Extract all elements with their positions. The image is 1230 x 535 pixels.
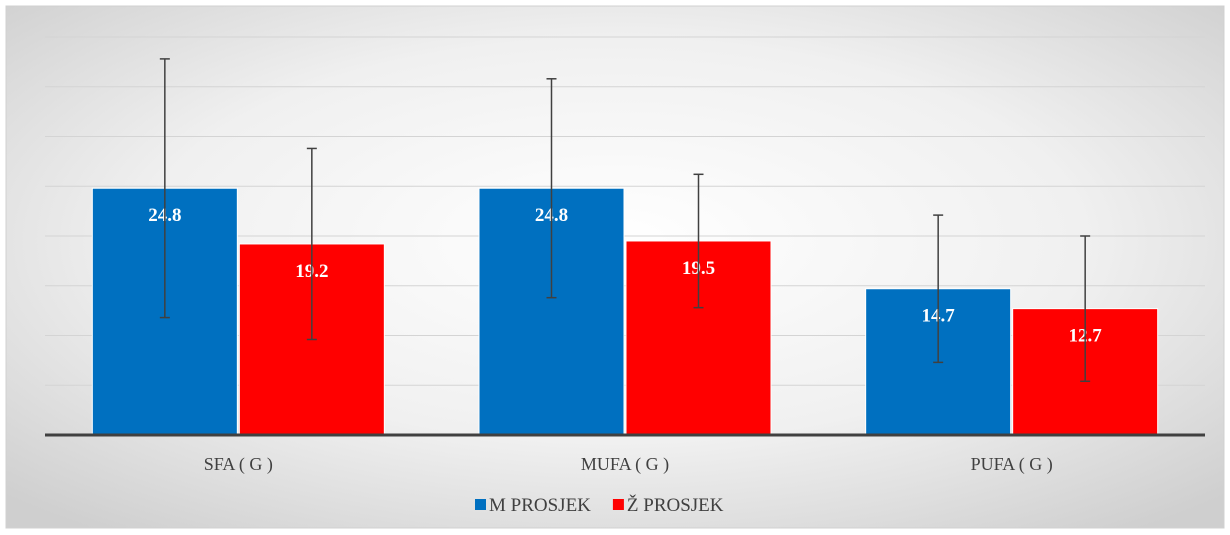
x-tick-label: MUFA ( G ) xyxy=(581,454,669,475)
x-tick-label: SFA ( G ) xyxy=(204,454,273,475)
error-bar xyxy=(933,214,944,364)
error-bar xyxy=(306,147,317,341)
x-tick-label: PUFA ( G ) xyxy=(971,454,1053,475)
legend-swatch xyxy=(475,499,486,510)
legend-label: Ž PROSJEK xyxy=(627,494,724,516)
legend-label: M PROSJEK xyxy=(489,495,591,516)
error-bar xyxy=(1080,235,1091,383)
legend-swatch xyxy=(612,499,624,510)
error-bar xyxy=(159,58,170,319)
error-bar xyxy=(693,173,704,309)
error-bar xyxy=(546,78,557,299)
